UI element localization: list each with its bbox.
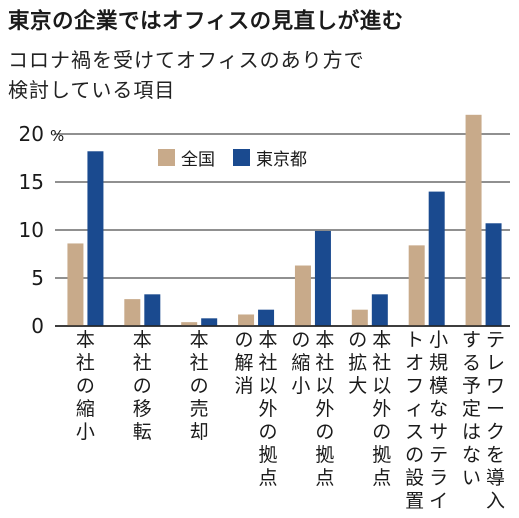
y-unit-label: % — [50, 127, 64, 145]
bar-tokyo-6 — [428, 191, 445, 326]
bar-tokyo-5 — [371, 294, 388, 326]
bar-tokyo-4 — [314, 230, 331, 326]
legend-label-tokyo: 東京都 — [256, 150, 307, 170]
bar-national-0 — [67, 243, 84, 326]
bar-national-1 — [124, 299, 141, 326]
legend-label-national: 全国 — [181, 150, 215, 170]
bar-national-3 — [238, 314, 255, 326]
category-label-5-line-0: 本社以外の拠点 — [372, 329, 392, 489]
category-label-6-line-0: 小規模なサテライ — [429, 329, 449, 512]
category-label-7-line-0: テレワークを導入 — [486, 329, 506, 512]
chart-subtitle-line-2: 検討している項目 — [8, 78, 176, 102]
bar-tokyo-1 — [144, 294, 161, 326]
bar-national-2 — [181, 322, 198, 326]
bar-tokyo-0 — [87, 151, 104, 326]
category-label-6-line-1: トオフィスの設置 — [405, 329, 425, 512]
bar-national-6 — [408, 245, 425, 326]
bar-tokyo-3 — [258, 309, 275, 326]
category-label-4-line-0: 本社以外の拠点 — [315, 329, 335, 489]
category-label-4-line-1: の縮小 — [291, 329, 311, 397]
legend: 全国 東京都 — [158, 145, 307, 170]
y-tick-label-20: 20 — [19, 122, 44, 146]
y-tick-label-10: 10 — [19, 218, 44, 242]
y-tick-label-15: 15 — [19, 170, 44, 194]
category-label-2-line-0: 本社の売却 — [189, 329, 209, 443]
category-label-7-line-1: する予定はない — [462, 329, 482, 489]
legend-swatch-tokyo — [233, 149, 250, 166]
bar-national-7 — [465, 114, 482, 326]
category-label-0-line-0: 本社の縮小 — [75, 329, 95, 443]
legend-swatch-national — [158, 149, 175, 166]
bar-national-5 — [351, 309, 368, 326]
bar-national-4 — [294, 265, 311, 326]
y-tick-label-0: 0 — [31, 314, 44, 338]
chart-title: 東京の企業ではオフィスの見直しが進む — [8, 9, 404, 34]
bar-tokyo-7 — [485, 223, 502, 326]
category-label-3-line-1: の解消 — [234, 329, 254, 397]
bar-tokyo-2 — [201, 318, 218, 326]
y-tick-label-5: 5 — [31, 266, 44, 290]
category-label-5-line-1: の拡大 — [348, 329, 368, 397]
chart-subtitle-line-1: コロナ禍を受けてオフィスのあり方で — [8, 48, 365, 72]
category-label-1-line-0: 本社の移転 — [132, 329, 152, 443]
category-label-3-line-0: 本社以外の拠点 — [258, 329, 278, 489]
